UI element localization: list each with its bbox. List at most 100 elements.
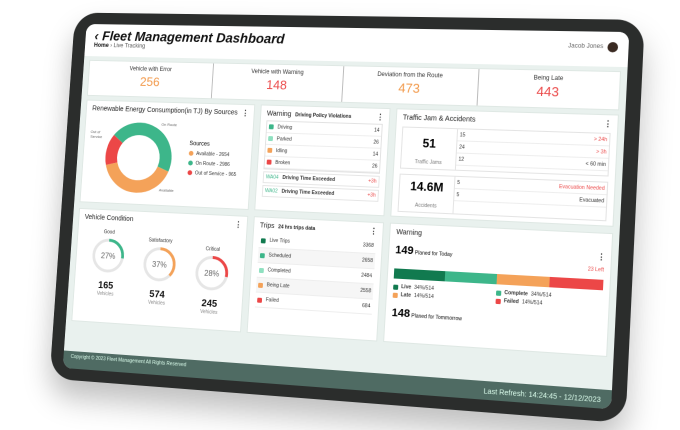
today-count: 149	[394, 244, 414, 258]
gauge-percent: 37%	[151, 260, 166, 270]
status-icon	[495, 289, 502, 296]
gauge-ring: 27%	[88, 234, 128, 277]
row-key: Parked	[268, 136, 292, 142]
donut-slice	[111, 139, 119, 164]
last-refresh: Last Refresh: 14:24:45 - 12/12/2023	[483, 388, 601, 405]
row-number: 24	[458, 143, 465, 151]
segment-value: 34%/514	[530, 291, 552, 299]
bar-segment	[549, 276, 604, 291]
vehicle-condition-card: Vehicle Condition ⋮ Good 27% 165 Vehicles Sat…	[71, 207, 249, 333]
status-icon	[393, 284, 399, 290]
legend-item: On Route - 2986	[188, 160, 237, 168]
gauge-percent: 28%	[204, 268, 220, 278]
row-number: 12	[458, 156, 465, 163]
status-icon	[266, 159, 272, 165]
row-status: Evacuation Needed	[558, 183, 605, 192]
row-value: 14	[372, 151, 379, 158]
legend-label: On Route - 2986	[195, 160, 231, 168]
legend-label: Available - 2654	[196, 150, 230, 158]
row-key: Idling	[267, 147, 288, 154]
more-icon[interactable]: ⋮	[234, 220, 243, 230]
gauge-percent: 27%	[100, 251, 115, 261]
row-key: Driving	[268, 124, 293, 131]
tablet-frame: ‹ Fleet Management Dashboard Home › Live…	[49, 12, 645, 424]
status-icon	[257, 297, 263, 303]
row-label: Driving	[277, 124, 293, 131]
dashboard-screen: ‹ Fleet Management Dashboard Home › Live…	[62, 24, 630, 410]
row-value: 2658	[361, 257, 374, 265]
row-status: Evacuated	[579, 196, 605, 204]
row-key: Completed	[258, 267, 291, 275]
planning-warning-card: Warning ⋮ 149 Planed for Today 23 Left Li…	[383, 222, 614, 358]
row-key: Broken	[266, 159, 291, 166]
alert-code: WA02	[264, 188, 278, 195]
legend-dot	[188, 160, 193, 166]
kpi-0: Vehicle with Error 256	[87, 60, 215, 99]
row-key: Live Trips	[260, 237, 291, 245]
row-number: 15	[459, 131, 466, 139]
legend-dot	[188, 150, 194, 156]
jams-count: 51	[422, 136, 437, 151]
row-value: 3368	[362, 242, 374, 250]
tomorrow-count: 148	[391, 306, 411, 321]
row-label: Failed	[265, 297, 279, 304]
row-value: 2484	[360, 272, 373, 280]
status-icon	[258, 282, 264, 288]
warning-title: Warning	[266, 110, 292, 119]
row-status: > 3h	[595, 148, 607, 156]
row-value: 14	[373, 127, 380, 134]
segment-label: Live	[401, 284, 412, 291]
more-icon[interactable]: ⋮	[369, 226, 378, 237]
alert-delta: +3h	[367, 192, 376, 199]
user-name: Jacob Jones	[567, 43, 604, 51]
accident-rows: 5 Evacuation Needed 5 Evacuated	[453, 176, 608, 220]
row-value: 2558	[360, 287, 372, 295]
trips-title: Trips	[259, 222, 275, 231]
planning-title: Warning	[396, 228, 423, 238]
gauge-0: Good 27% 165 Vehicles	[81, 228, 133, 310]
segment-value: 14%/514	[413, 292, 434, 301]
row-key: Being Late	[258, 282, 290, 290]
label-available: Available	[158, 187, 174, 193]
legend-item: Out of Service - 965	[187, 170, 236, 178]
jam-rows: 15 > 24h 24 > 3h 12 < 60 min	[456, 129, 610, 175]
legend-dot	[187, 170, 193, 176]
bar-segment	[393, 268, 446, 282]
row-status: > 24h	[593, 136, 608, 143]
more-icon[interactable]: ⋮	[376, 112, 385, 122]
kpi-value: 473	[397, 80, 421, 96]
status-icon	[258, 267, 264, 273]
traffic-card: Traffic Jam & Accidents ⋮ 51 Traffic Jams 1…	[390, 108, 619, 227]
energy-legend: Sources Available - 2654 On Route - 2986 Ou…	[187, 141, 238, 182]
more-icon[interactable]: ⋮	[241, 108, 250, 118]
status-icon	[495, 298, 501, 304]
traffic-title: Traffic Jam & Accidents	[402, 114, 476, 124]
warning-card: Warning Driving Policy Violations ⋮ Drivin…	[254, 104, 391, 217]
trips-subtitle: 24 hrs trips data	[278, 224, 316, 233]
status-icon	[260, 237, 266, 243]
bar-segment	[444, 271, 498, 285]
user-menu[interactable]: Jacob Jones	[567, 41, 619, 53]
gauges: Good 27% 165 Vehicles Satisfactory 37% 574 Vehi…	[79, 228, 241, 317]
segment-label: Complete	[504, 289, 528, 298]
donut-slice	[116, 128, 167, 169]
label-on-route: On Route	[161, 121, 178, 128]
segment-value: 34%/514	[413, 284, 435, 293]
more-icon[interactable]: ⋮	[603, 119, 613, 129]
condition-title: Vehicle Condition	[84, 213, 134, 224]
footer: Copyright © 2023 Fleet Management All Ri…	[62, 350, 612, 410]
alert-list: WA04 Driving Time Exceeded +3h WA02 Driving …	[261, 171, 380, 202]
row-label: Broken	[275, 159, 291, 166]
kpi-value: 148	[265, 77, 288, 93]
donut-slice	[110, 164, 163, 188]
jams-label: Traffic Jams	[414, 159, 442, 167]
row-label: Completed	[267, 267, 291, 275]
row-label: Live Trips	[269, 237, 291, 245]
legend-item: Available - 2654	[188, 150, 238, 158]
more-icon[interactable]: ⋮	[596, 252, 606, 263]
tomorrow-label: Planed for Tommorrow	[411, 313, 463, 323]
accidents-label: Accidents	[414, 202, 437, 210]
row-value: 684	[361, 303, 371, 310]
breadcrumb-home[interactable]: Home	[93, 42, 109, 49]
status-icon	[392, 292, 398, 298]
